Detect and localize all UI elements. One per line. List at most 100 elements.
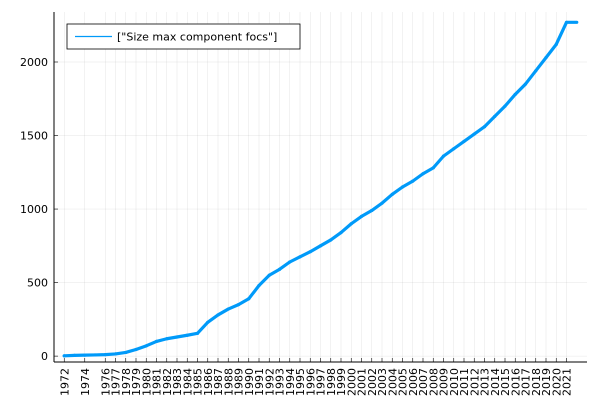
- y-tick-labels: 0 500 1000 1500 2000: [20, 56, 48, 363]
- y-tick-label: 500: [27, 277, 48, 290]
- x-tick-label: 1977: [110, 368, 123, 396]
- data-point: [288, 260, 292, 264]
- x-tick-label: 1992: [263, 368, 276, 396]
- data-point: [503, 104, 507, 108]
- data-point: [144, 344, 148, 348]
- x-tick-label: 2021: [561, 368, 574, 396]
- data-point: [134, 347, 138, 352]
- x-tick-label: 2007: [417, 368, 430, 396]
- x-tick-label: 2005: [397, 368, 410, 396]
- data-point: [523, 82, 528, 86]
- grid: [54, 12, 587, 362]
- data-point: [103, 353, 107, 357]
- data-point: [359, 214, 364, 219]
- x-tick-label: 1999: [335, 368, 348, 396]
- data-point: [431, 166, 435, 170]
- x-tick-label: 1997: [315, 368, 328, 396]
- data-point: [113, 352, 118, 356]
- data-point: [226, 307, 230, 311]
- y-tick-label: 2000: [20, 56, 48, 69]
- x-tick-label: 2013: [479, 368, 492, 396]
- data-point: [318, 244, 323, 248]
- data-point: [93, 353, 97, 357]
- x-tick-label: 1994: [284, 368, 297, 396]
- x-tick-label: 1991: [253, 368, 266, 396]
- x-tick-label: 2016: [509, 368, 522, 396]
- data-point: [564, 20, 569, 24]
- x-tick-label: 2003: [376, 368, 389, 396]
- data-point: [308, 250, 312, 254]
- x-tick-label: 1984: [181, 368, 194, 396]
- x-tick-label: 2001: [356, 368, 369, 396]
- data-point: [411, 179, 415, 183]
- data-point: [267, 273, 271, 277]
- x-tick-label: 2011: [458, 368, 471, 396]
- x-tick-label: 1974: [79, 368, 92, 396]
- data-point: [339, 230, 343, 235]
- data-point: [154, 339, 159, 344]
- x-tick-label: 1978: [120, 368, 133, 396]
- data-point: [329, 238, 333, 242]
- x-tick-label: 1988: [222, 368, 235, 396]
- x-tick-label: 1998: [325, 368, 338, 396]
- x-tick-label: 2002: [366, 368, 379, 396]
- data-point: [165, 337, 169, 341]
- data-point: [421, 172, 425, 176]
- x-tick-label: 2015: [499, 368, 512, 396]
- data-point: [390, 192, 394, 196]
- data-point: [206, 320, 210, 324]
- x-tick-label: 1976: [99, 368, 112, 396]
- data-point: [195, 331, 200, 335]
- x-tick-labels: 1972 1974 19761977197819791980198119821983…: [58, 368, 573, 396]
- data-point: [441, 154, 446, 158]
- data-point: [298, 255, 302, 259]
- legend[interactable]: ["Size max component focs"]: [66, 23, 301, 50]
- x-tick-label: 2014: [489, 368, 502, 396]
- x-tick-label: 1979: [130, 368, 143, 396]
- y-tick-label: 1000: [20, 203, 48, 216]
- x-tick-label: 2000: [345, 368, 358, 396]
- x-tick-label: 1989: [233, 368, 246, 396]
- data-point: [452, 147, 456, 151]
- x-tick-label: 2018: [530, 368, 543, 396]
- x-tick-label: 2019: [540, 368, 553, 396]
- y-tick-label: 1500: [20, 130, 48, 143]
- data-point: [185, 333, 189, 337]
- data-point: [534, 69, 538, 73]
- data-point: [544, 55, 548, 60]
- data-point: [462, 139, 466, 144]
- data-point: [370, 208, 374, 213]
- data-point: [247, 297, 251, 301]
- data-point: [216, 313, 220, 317]
- data-point: [380, 201, 384, 205]
- data-point: [83, 353, 87, 357]
- series-layer: [62, 20, 579, 358]
- data-point: [493, 114, 497, 119]
- x-tick-label: 1986: [202, 368, 215, 396]
- x-tick-label: 1987: [212, 368, 225, 396]
- y-tick-label: 0: [41, 350, 48, 363]
- x-tick-label: 2020: [550, 368, 563, 396]
- data-point: [349, 222, 353, 226]
- x-tick-label: 1980: [140, 368, 153, 396]
- x-tick-label: 1996: [304, 368, 317, 396]
- x-tick-label: 1993: [274, 368, 287, 396]
- axes: [53, 12, 587, 363]
- x-tick-label: 1985: [192, 368, 205, 396]
- x-tick-label: 1972: [58, 368, 71, 396]
- x-tick-label: 2008: [427, 368, 440, 396]
- x-tick-label: 1990: [243, 368, 256, 396]
- x-tick-label: 2004: [386, 368, 399, 396]
- data-point: [554, 42, 558, 46]
- legend-label: ["Size max component focs"]: [117, 31, 277, 44]
- data-point: [257, 283, 261, 288]
- data-point: [175, 335, 179, 339]
- x-tick-label: 2017: [520, 368, 533, 396]
- x-tick-label: 2009: [438, 368, 451, 396]
- x-tick-label: 1981: [151, 368, 164, 396]
- x-tick-label: 1983: [171, 368, 184, 396]
- data-point: [277, 267, 282, 271]
- data-point: [482, 125, 487, 129]
